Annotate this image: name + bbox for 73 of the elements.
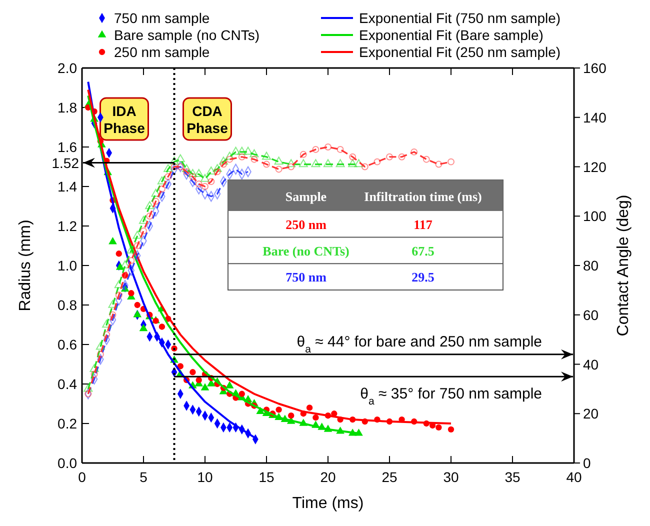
point — [116, 250, 122, 257]
data-label: 67.5 — [412, 243, 435, 258]
y-tick-label: 0.4 — [58, 376, 78, 392]
point — [200, 383, 210, 390]
point — [116, 262, 124, 270]
y2-tick-label: 160 — [583, 60, 607, 76]
y-tick-label: 0.6 — [58, 336, 78, 352]
point — [128, 290, 134, 296]
legend-label: Bare sample (no CNTs) — [114, 27, 260, 43]
point — [306, 404, 313, 411]
x-tick-label: 35 — [504, 469, 520, 485]
legend-label: 250 nm sample — [114, 44, 210, 60]
data-label: 29.5 — [412, 270, 435, 285]
y2-axis-title: Contact Angle (deg) — [615, 194, 632, 336]
point — [196, 376, 202, 384]
y-tick-label: 1.8 — [58, 100, 78, 116]
x-tick-label: 20 — [320, 469, 336, 485]
point — [189, 173, 196, 180]
legend-label: Exponential Fit (750 nm sample) — [359, 10, 561, 26]
x-tick-label: 10 — [197, 469, 213, 485]
point — [214, 168, 221, 176]
point — [190, 369, 196, 376]
x-tick-label: 25 — [382, 469, 398, 485]
category-label: 250 nm — [286, 217, 327, 232]
y-axis-title: Radius (mm) — [17, 220, 34, 312]
y-tick-label: 1.0 — [58, 258, 78, 274]
y-tick-label: 2.0 — [58, 60, 78, 76]
y2-tick-label: 100 — [583, 208, 607, 224]
legend-label: Exponential Fit (250 nm sample) — [359, 44, 561, 60]
ref-line-label: θ$_{a}$ ≈ 44° for bare and 250 nm sample — [296, 333, 542, 356]
annotation: CDA Phase — [186, 103, 228, 136]
annotation: IDA Phase — [104, 103, 146, 136]
text: Sample — [285, 189, 327, 204]
legend-label: 750 nm sample — [114, 10, 210, 26]
point — [139, 324, 148, 332]
point — [312, 414, 319, 421]
y-tick-label: 0.8 — [58, 297, 78, 313]
y-tick-label: 1.2 — [58, 218, 78, 234]
point — [448, 426, 454, 433]
category-label: 750 nm — [286, 270, 327, 285]
point — [177, 363, 184, 370]
y2-tick-label: 140 — [583, 109, 607, 126]
y2-tick-label: 40 — [583, 356, 599, 372]
x-axis-title: Time (ms) — [292, 495, 364, 512]
legend-label: Exponential Fit (Bare sample) — [359, 27, 544, 43]
point — [158, 324, 166, 330]
y-tick-label: 0.2 — [58, 416, 78, 432]
point — [134, 302, 140, 308]
point — [436, 424, 442, 431]
y-tick-label: 1.6 — [58, 139, 78, 155]
data-label: 117 — [414, 217, 433, 232]
y2-tick-label: 120 — [583, 158, 607, 175]
x-tick-label: 0 — [78, 469, 86, 485]
y-tick-label: 0.0 — [58, 455, 78, 471]
point — [288, 412, 294, 419]
y2-tick-label: 20 — [583, 406, 599, 422]
y2-tick-label: 60 — [583, 306, 599, 323]
x-tick-label: 5 — [140, 469, 148, 485]
point — [133, 310, 142, 318]
y2-tick-label: 0 — [583, 455, 591, 471]
ref-line-label: 1.52 — [52, 154, 80, 171]
ref-line-label: θ$_{a}$ ≈ 35° for 750 nm sample — [360, 386, 542, 408]
y2-tick-label: 80 — [583, 258, 599, 274]
point — [238, 390, 245, 397]
x-tick-label: 40 — [566, 469, 582, 485]
point — [108, 236, 117, 244]
point — [225, 381, 234, 388]
x-tick-label: 15 — [258, 469, 274, 485]
point — [276, 406, 282, 413]
category-label: Bare (no CNTs) — [262, 243, 350, 258]
x-tick-label: 30 — [443, 469, 459, 485]
y-tick-label: 1.4 — [58, 178, 78, 194]
text: Infiltration time (ms) — [364, 189, 482, 204]
